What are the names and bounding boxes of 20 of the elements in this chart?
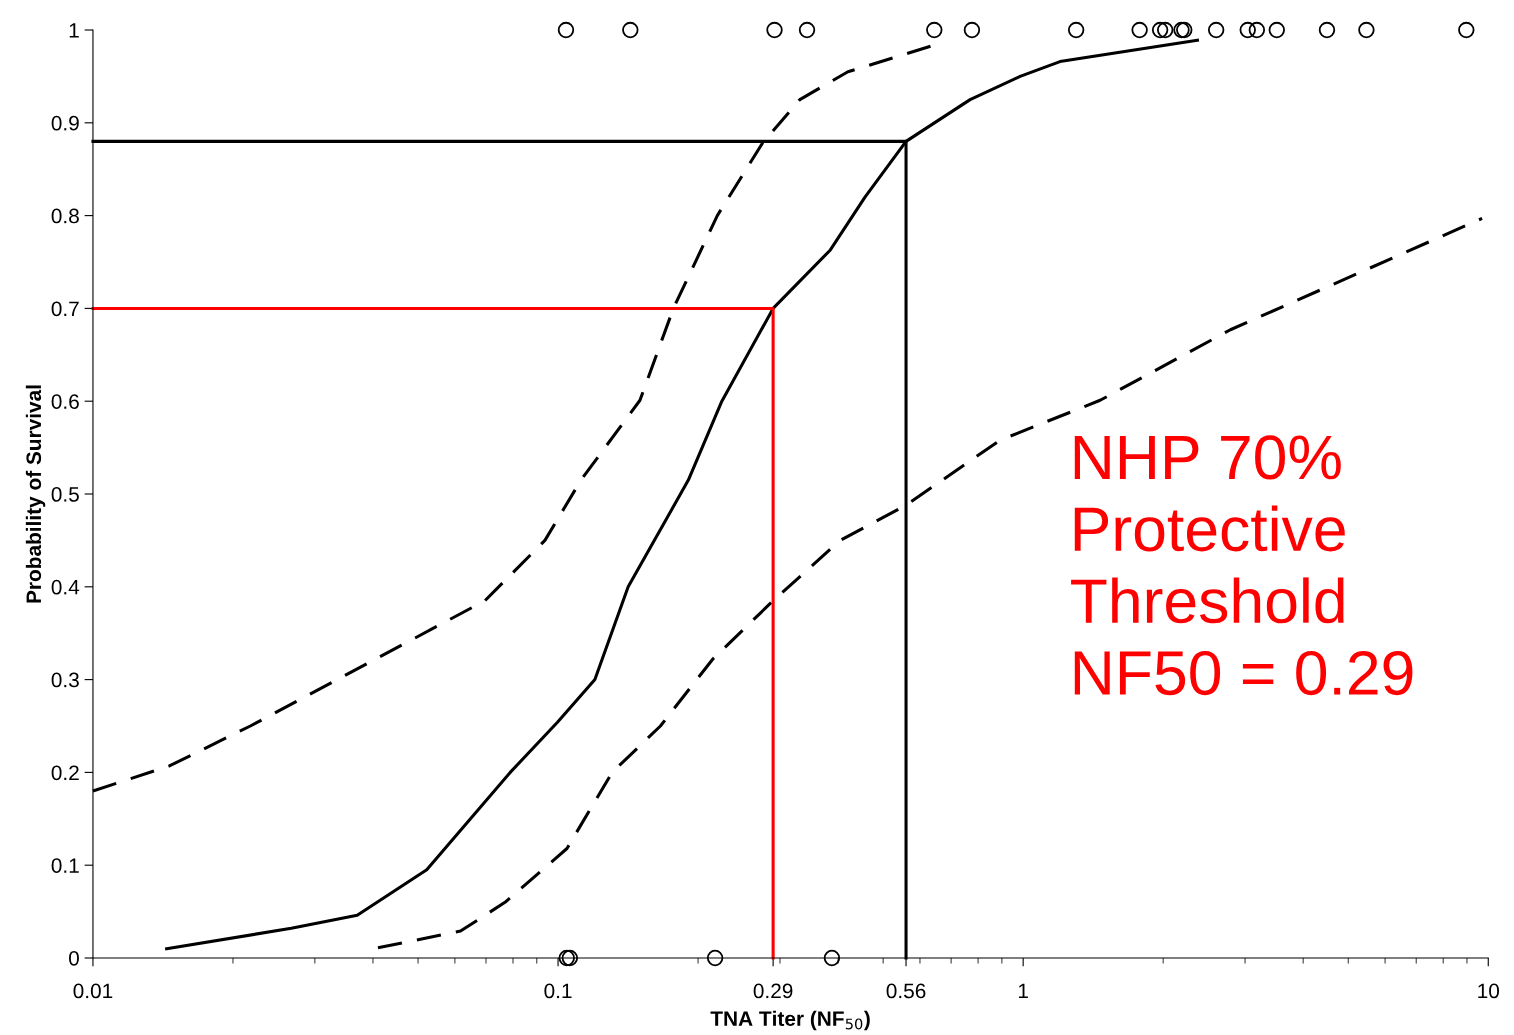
y-tick-label: 0.8 bbox=[51, 208, 79, 224]
y-tick-label: 0.9 bbox=[51, 115, 79, 131]
x-axis-title: TNA Titer (NF$_{50}$) bbox=[710, 1010, 870, 1031]
y-tick-label: 0.4 bbox=[51, 579, 80, 595]
x-tick-label: 0.56 bbox=[886, 983, 926, 999]
y-axis-title: Probability of Survival bbox=[25, 385, 46, 603]
annotation: NHP 70% Protective Threshold NF50 = 0.29 bbox=[1071, 435, 1413, 696]
y-tick-label: 0.6 bbox=[51, 394, 79, 409]
x-tick-label: 10 bbox=[1478, 983, 1500, 999]
y-tick-label: 0.5 bbox=[51, 487, 79, 502]
y-tick-label: 0.7 bbox=[51, 301, 79, 317]
y-tick-label: 0.2 bbox=[51, 765, 79, 781]
x-tick-label: 0.01 bbox=[73, 983, 113, 999]
x-tick-label: 1 bbox=[1018, 983, 1028, 999]
x-tick-label: 0.1 bbox=[544, 983, 572, 999]
x-tick-label: 0.29 bbox=[753, 983, 793, 999]
y-tick-label: 0 bbox=[68, 951, 79, 966]
y-tick-label: 0.1 bbox=[51, 858, 79, 873]
y-tick-label: 0.3 bbox=[51, 672, 79, 688]
y-tick-label: 1 bbox=[69, 23, 79, 38]
